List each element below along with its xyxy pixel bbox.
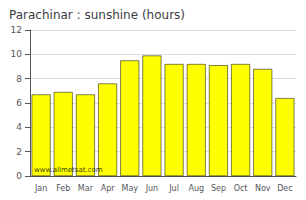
svg-text:Mar: Mar [78,184,94,193]
svg-text:2: 2 [16,147,22,157]
svg-text:Feb: Feb [56,184,70,193]
svg-text:Jan: Jan [34,184,47,193]
svg-text:Aug: Aug [188,184,204,193]
svg-text:Oct: Oct [234,184,248,193]
svg-text:Sep: Sep [211,184,226,193]
svg-text:Jul: Jul [168,184,179,193]
svg-text:6: 6 [16,98,22,108]
svg-text:Dec: Dec [277,184,292,193]
svg-text:May: May [121,184,138,193]
svg-text:12: 12 [11,25,22,35]
svg-text:0: 0 [16,171,22,181]
svg-text:Apr: Apr [101,184,116,193]
svg-text:Nov: Nov [255,184,271,193]
svg-text:10: 10 [11,49,23,59]
svg-text:Parachinar : sunshine (hours): Parachinar : sunshine (hours) [9,8,185,22]
svg-text:Jun: Jun [145,184,159,193]
svg-text:www.allmetsat.com: www.allmetsat.com [34,166,103,174]
svg-text:4: 4 [16,122,22,132]
svg-text:8: 8 [16,74,22,84]
